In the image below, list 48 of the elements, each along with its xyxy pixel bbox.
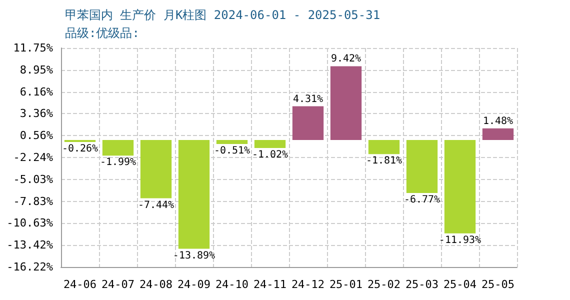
y-tick-label: 6.16% <box>20 85 54 98</box>
x-tick-label: 25-04 <box>443 278 477 291</box>
chart-subtitle: 品级:优级品: <box>65 26 140 40</box>
bar <box>140 140 172 198</box>
bar <box>482 128 514 140</box>
data-label: -1.99% <box>100 157 136 168</box>
x-tick-label: 24-10 <box>215 278 249 291</box>
y-tick-label: -16.22% <box>6 260 54 274</box>
x-tick-label: 25-03 <box>405 278 439 291</box>
x-tick-label: 24-06 <box>63 278 97 291</box>
data-label: -0.26% <box>62 144 98 155</box>
x-tick-label: 25-01 <box>329 278 363 291</box>
y-tick-label: -10.63% <box>6 216 54 230</box>
x-tick-label: 24-11 <box>253 278 287 291</box>
data-label: -6.77% <box>404 194 440 206</box>
x-tick-label: 24-08 <box>139 278 173 291</box>
x-tick-label: 24-12 <box>291 278 325 291</box>
data-label: -11.93% <box>438 234 482 246</box>
y-tick-label: -2.24% <box>13 151 54 164</box>
x-tick-label: 25-05 <box>481 278 515 291</box>
bar <box>330 66 362 140</box>
y-tick-label: -13.42% <box>6 238 54 252</box>
bar <box>216 140 248 144</box>
data-label: 9.42% <box>330 54 362 65</box>
bar <box>178 140 210 249</box>
data-label: -1.81% <box>366 156 402 167</box>
bar <box>102 140 134 156</box>
data-label: -7.44% <box>138 200 174 211</box>
x-tick-label: 24-09 <box>177 278 211 291</box>
bar <box>406 140 438 194</box>
y-tick-label: 3.36% <box>20 107 54 120</box>
bar <box>368 140 400 154</box>
bar <box>254 140 286 148</box>
data-label: 4.31% <box>292 94 324 105</box>
y-tick-label: 8.95% <box>20 63 54 76</box>
x-tick-label: 25-02 <box>367 278 401 291</box>
bar <box>444 140 476 234</box>
data-label: -1.02% <box>252 149 288 160</box>
y-tick-label: -5.03% <box>13 172 54 186</box>
y-tick-label: -7.83% <box>13 194 54 208</box>
chart-title: 甲苯国内 生产价 月K柱图 2024-06-01 - 2025-05-31 <box>65 8 380 22</box>
x-tick-label: 24-07 <box>101 278 135 291</box>
data-label: -13.89% <box>172 250 216 262</box>
y-tick-label: 0.56% <box>20 129 54 142</box>
bar <box>292 106 324 140</box>
data-label: -0.51% <box>214 145 250 156</box>
data-label: 1.48% <box>482 116 514 127</box>
y-tick-label: 11.75% <box>13 42 54 54</box>
